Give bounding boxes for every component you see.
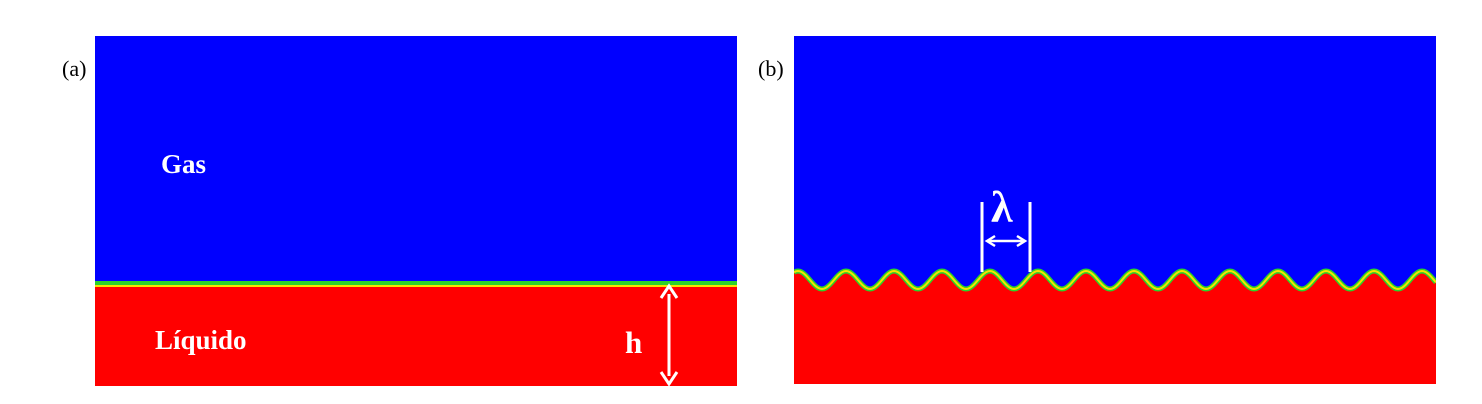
interface-line-a-yellow	[95, 285, 737, 287]
panel-b: λ	[794, 36, 1436, 384]
interface-line-a-green	[95, 281, 737, 285]
liquid-label: Líquido	[155, 325, 247, 355]
panel-b-label: (b)	[758, 56, 784, 81]
height-arrow	[659, 283, 679, 386]
wavelength-marker	[980, 202, 1032, 272]
liquid-region-b	[794, 271, 1436, 384]
wavelength-label: λ	[991, 183, 1013, 232]
panel-a: Gas Líquido h	[95, 36, 737, 386]
interface-wave-yellow	[794, 269, 1436, 291]
panel-a-label: (a)	[62, 56, 87, 81]
height-label: h	[625, 325, 642, 360]
gas-label: Gas	[161, 149, 206, 179]
liquid-region-a	[95, 286, 737, 386]
